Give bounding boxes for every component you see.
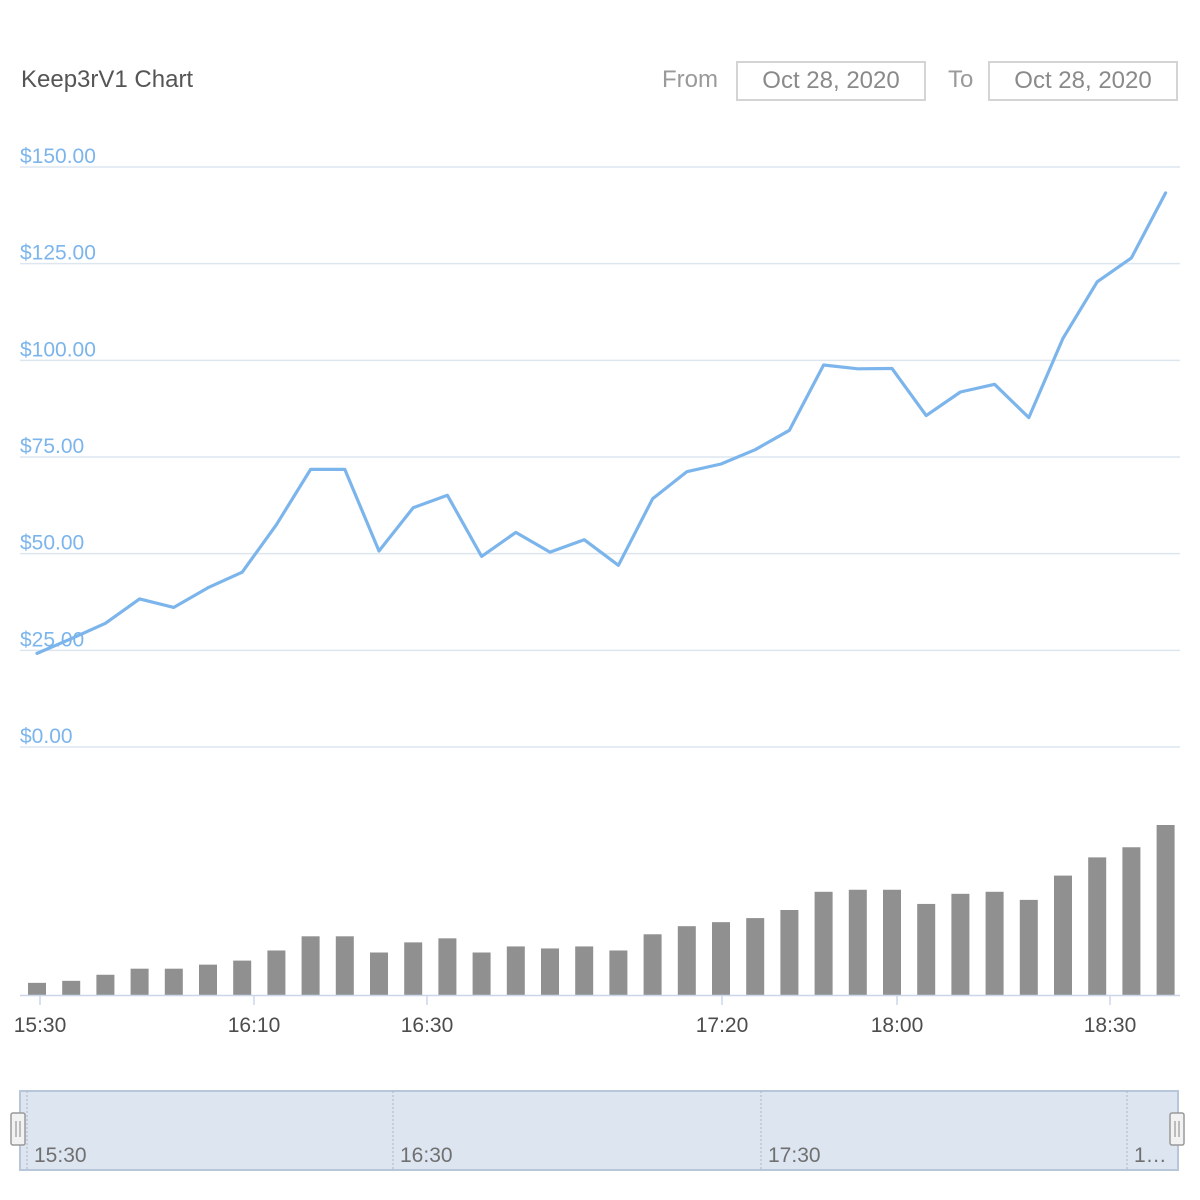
navigator-label: 1… bbox=[1134, 1144, 1167, 1167]
from-label: From bbox=[662, 66, 718, 93]
volume-bar bbox=[917, 903, 936, 995]
volume-bar bbox=[883, 889, 901, 995]
volume-bar bbox=[541, 948, 559, 995]
volume-bar bbox=[780, 910, 799, 995]
volume-bar bbox=[712, 922, 730, 995]
x-tick-label: 16:30 bbox=[401, 1014, 454, 1037]
volume-bar bbox=[677, 926, 696, 995]
navigator-left-handle-box bbox=[10, 1112, 26, 1146]
volume-bar bbox=[438, 938, 457, 995]
volume-bar bbox=[951, 893, 970, 995]
to-date-input[interactable]: Oct 28, 2020 bbox=[988, 61, 1178, 101]
navigator-right-handle[interactable] bbox=[1169, 1112, 1185, 1146]
x-tick-label: 18:30 bbox=[1084, 1014, 1137, 1037]
volume-bar bbox=[62, 980, 81, 995]
navigator-label: 15:30 bbox=[34, 1144, 87, 1167]
navigator-label: 16:30 bbox=[400, 1144, 453, 1167]
volume-bar bbox=[575, 946, 594, 995]
volume-bar bbox=[985, 891, 1004, 995]
volume-bar bbox=[233, 960, 252, 995]
chart-title: Keep3rV1 Chart bbox=[21, 66, 194, 93]
volume-bar bbox=[746, 918, 765, 995]
y-tick-label: $25.00 bbox=[20, 628, 84, 651]
volume-bar bbox=[130, 968, 149, 995]
volume-bar bbox=[370, 952, 388, 995]
volume-bar bbox=[848, 889, 867, 995]
volume-bar bbox=[1156, 825, 1175, 995]
volume-bar bbox=[28, 982, 46, 995]
volume-bar bbox=[267, 950, 286, 995]
volume-bar bbox=[1122, 847, 1141, 995]
volume-bar bbox=[96, 974, 115, 995]
from-date-input[interactable]: Oct 28, 2020 bbox=[736, 61, 926, 101]
navigator-window bbox=[19, 1090, 1179, 1171]
volume-bar bbox=[1019, 899, 1038, 995]
y-tick-label: $50.00 bbox=[20, 532, 84, 555]
volume-bar bbox=[1054, 875, 1072, 995]
volume-bar bbox=[643, 934, 662, 995]
navigator-label: 17:30 bbox=[768, 1144, 821, 1167]
navigator-left-handle[interactable] bbox=[10, 1112, 26, 1146]
price-line bbox=[35, 191, 1168, 656]
volume-bar bbox=[404, 942, 423, 995]
x-tick-label: 18:00 bbox=[871, 1014, 924, 1037]
volume-bar bbox=[164, 968, 183, 995]
volume-bar bbox=[506, 946, 525, 995]
volume-bar bbox=[814, 891, 833, 995]
to-label: To bbox=[948, 66, 974, 93]
y-tick-label: $125.00 bbox=[20, 242, 96, 265]
volume-bar bbox=[609, 950, 628, 995]
y-tick-label: $100.00 bbox=[20, 338, 96, 361]
volume-bar bbox=[472, 952, 491, 995]
y-tick-label: $150.00 bbox=[20, 145, 96, 168]
volume-bar bbox=[1088, 857, 1107, 995]
volume-bar bbox=[301, 936, 320, 995]
x-tick-label: 17:20 bbox=[696, 1014, 749, 1037]
volume-bar bbox=[199, 964, 217, 995]
x-tick-label: 15:30 bbox=[14, 1014, 67, 1037]
navigator-right-handle-box bbox=[1169, 1112, 1185, 1146]
y-tick-label: $0.00 bbox=[20, 725, 73, 748]
y-tick-label: $75.00 bbox=[20, 435, 84, 458]
x-tick-label: 16:10 bbox=[228, 1014, 281, 1037]
volume-bar bbox=[335, 936, 354, 995]
